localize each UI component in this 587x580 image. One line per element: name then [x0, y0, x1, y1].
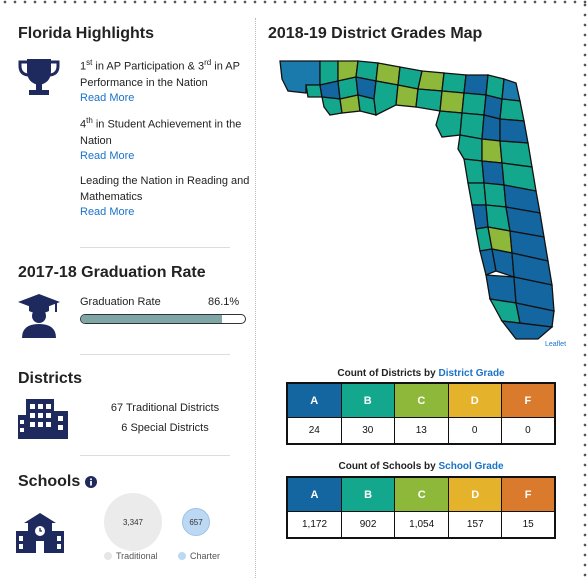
traditional-schools-bubble[interactable]: 3,347: [104, 493, 162, 551]
grade-f-header: F: [500, 382, 556, 418]
graduation-rate-value: 86.1%: [208, 296, 240, 308]
read-more-link[interactable]: Read More: [80, 206, 135, 218]
trophy-icon: [18, 59, 60, 95]
grade-d-count: 0: [447, 417, 502, 445]
highlights-title: Florida Highlights: [18, 25, 154, 42]
school-grade-link[interactable]: School Grade: [438, 461, 504, 472]
grade-d-header: D: [448, 476, 503, 512]
school-grade-table-title: Count of Schools by School Grade: [338, 461, 504, 472]
grade-d-header: D: [447, 382, 502, 418]
school-grade-table: A B C D F 1,172 902 1,054 157 15: [286, 476, 556, 539]
legend-swatch: [104, 552, 112, 560]
grade-c-count: 1,054: [394, 511, 450, 539]
grade-d-count: 157: [448, 511, 503, 539]
district-grade-link[interactable]: District Grade: [438, 368, 505, 379]
map-title: 2018-19 District Grades Map: [268, 25, 483, 42]
special-districts-count: 6 Special Districts: [121, 422, 209, 434]
highlight-item-ap: 1st in AP Participation & 3rd in AP Perf…: [80, 55, 250, 105]
grade-c-header: C: [394, 476, 450, 512]
divider: [80, 247, 230, 248]
grade-a-count: 24: [286, 417, 342, 445]
divider: [80, 354, 230, 355]
school-building-icon: [16, 513, 64, 553]
graduation-rate-label: Graduation Rate: [80, 296, 161, 308]
schools-title: Schools: [18, 473, 81, 490]
buildings-icon: [18, 399, 68, 439]
divider: [80, 455, 230, 456]
dotted-border-right: [583, 0, 587, 580]
traditional-districts-count: 67 Traditional Districts: [110, 402, 220, 414]
grade-b-count: 902: [341, 511, 396, 539]
table-row: 1,172 902 1,054 157 15: [286, 511, 556, 539]
graduate-icon: [18, 294, 60, 338]
grade-f-count: 0: [500, 417, 556, 445]
table-row: 24 30 13 0 0: [286, 417, 556, 445]
map-attribution-link[interactable]: Leaflet: [545, 341, 567, 348]
florida-district-map[interactable]: [276, 55, 576, 345]
grade-f-header: F: [501, 476, 556, 512]
column-divider: [255, 18, 256, 578]
grade-c-count: 13: [394, 417, 449, 445]
grade-a-header: A: [286, 382, 342, 418]
district-grade-table-title: Count of Districts by District Grade: [337, 368, 505, 379]
read-more-link[interactable]: Read More: [80, 149, 135, 162]
district-grade-table: A B C D F 24 30 13 0 0: [286, 382, 556, 445]
legend-swatch: [178, 552, 186, 560]
grade-f-count: 15: [501, 511, 556, 539]
legend-charter: Charter: [178, 551, 220, 561]
graduation-title: 2017-18 Graduation Rate: [18, 264, 206, 281]
highlight-item-reading: Leading the Nation in Reading and Mathem…: [80, 173, 250, 219]
highlight-text: 1: [80, 60, 87, 73]
legend-traditional: Traditional: [104, 551, 158, 561]
highlight-text: Leading the Nation in Reading and Mathem…: [80, 175, 250, 203]
grade-a-count: 1,172: [286, 511, 343, 539]
graduation-progress-bar: [80, 314, 246, 324]
highlight-item-achievement: 4th in Student Achievement in the Nation…: [80, 113, 250, 163]
grade-b-header: B: [341, 476, 396, 512]
districts-title: Districts: [18, 370, 83, 387]
grade-c-header: C: [394, 382, 449, 418]
table-header-row: A B C D F: [286, 476, 556, 512]
grade-b-header: B: [340, 382, 396, 418]
graduation-progress-fill: [81, 315, 223, 323]
table-header-row: A B C D F: [286, 382, 556, 418]
grade-a-header: A: [286, 476, 343, 512]
highlight-text: 4: [80, 118, 87, 131]
dotted-border-top: [0, 0, 587, 4]
read-more-link[interactable]: Read More: [80, 91, 135, 104]
grade-b-count: 30: [340, 417, 396, 445]
charter-schools-bubble[interactable]: 657: [182, 508, 210, 536]
info-icon[interactable]: [85, 476, 97, 488]
